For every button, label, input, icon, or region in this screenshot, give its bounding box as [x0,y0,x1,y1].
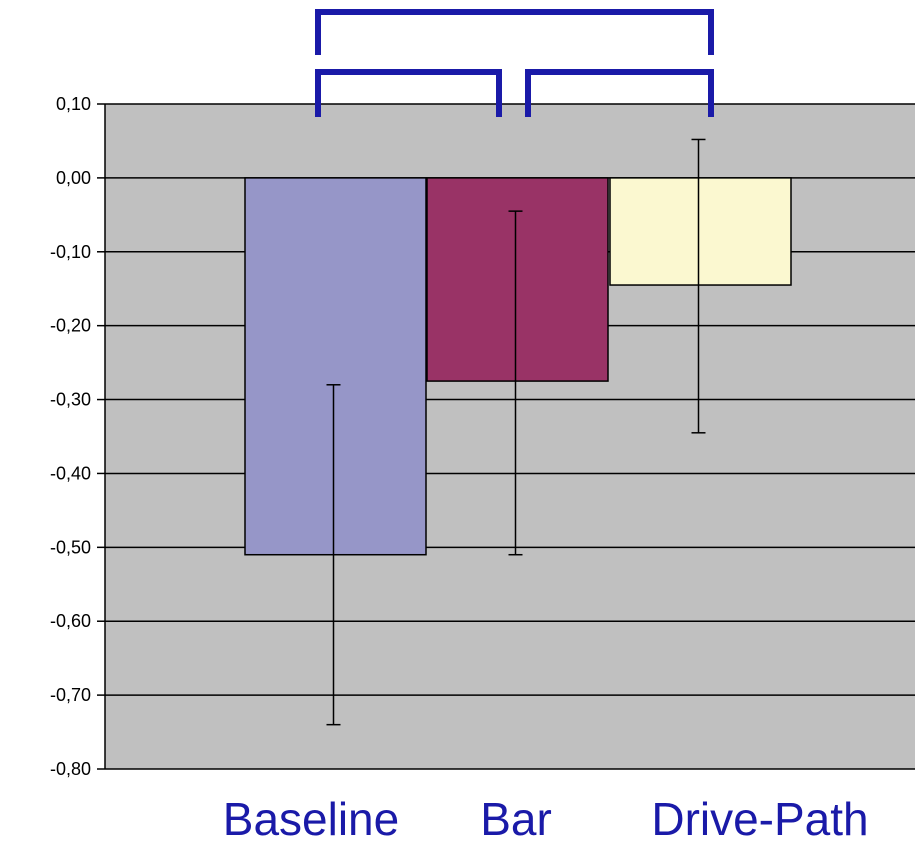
bars [244,177,792,556]
significance-brackets [315,9,714,117]
y-tick-label: -0,50 [50,537,91,557]
significance-bracket [315,9,714,55]
y-tick-label: 0,10 [56,94,91,114]
y-tick-label: -0,30 [50,390,91,410]
significance-bracket [315,69,502,117]
bar [609,177,792,286]
category-label: Bar [480,793,552,845]
bar [426,177,609,382]
significance-bracket [525,69,714,117]
y-tick-label: -0,20 [50,316,91,336]
y-tick-label: -0,40 [50,463,91,483]
category-label: Baseline [223,793,399,845]
y-axis: 0,10 0,00 -0,10 -0,20 -0,30 -0,40 -0,50 -0,60 -0… [50,94,106,779]
y-tick-label: -0,10 [50,242,91,262]
category-labels: Baseline Bar Drive-Path [223,793,869,845]
y-tick-label: -0,70 [50,685,91,705]
category-label: Drive-Path [651,793,868,845]
error-bars [326,138,706,726]
y-tick-label: -0,80 [50,759,91,779]
bar [244,177,427,556]
y-tick-label: -0,60 [50,611,91,631]
y-tick-label: 0,00 [56,168,91,188]
